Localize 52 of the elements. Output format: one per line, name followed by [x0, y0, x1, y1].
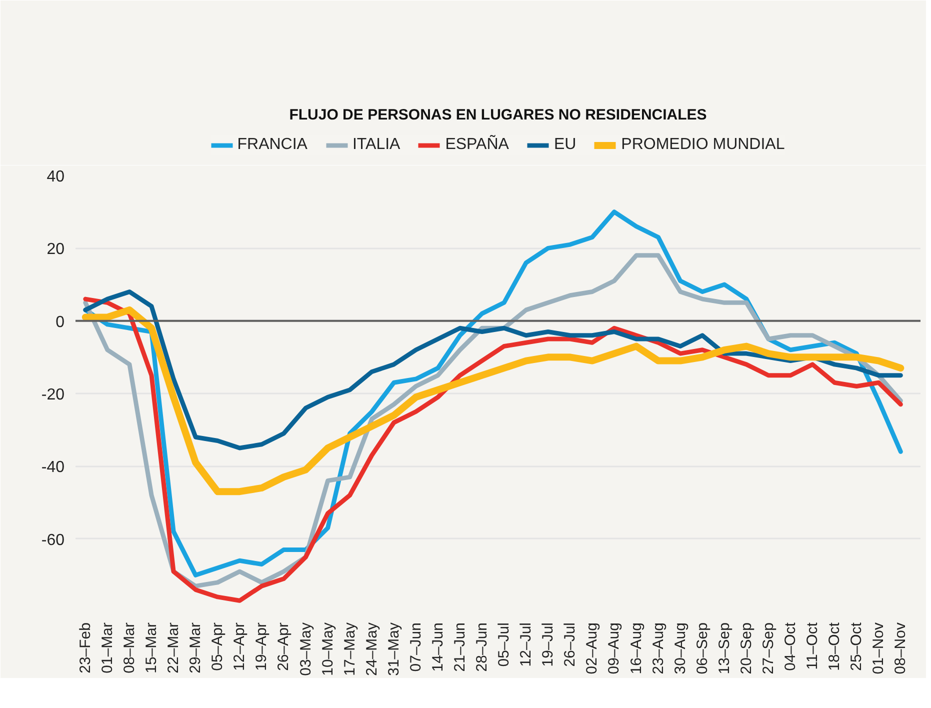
x-tick-label: 18–Oct: [826, 622, 844, 671]
x-tick-label: 14–Jun: [429, 622, 446, 672]
x-tick-label: 03–May: [297, 622, 314, 676]
x-tick-label: 21–Jun: [451, 622, 468, 672]
x-tick-label: 13–Sep: [716, 622, 733, 674]
x-tick-label: 23–Aug: [650, 622, 667, 674]
x-tick-label: 06–Sep: [694, 622, 711, 674]
y-tick-label: -40: [41, 459, 65, 476]
x-tick-label: 01–Mar: [98, 622, 116, 674]
x-tick-label: 17–May: [341, 622, 358, 676]
x-tick-label: 25–Oct: [848, 622, 866, 671]
x-tick-label: 26–Jul: [562, 622, 579, 667]
x-tick-label: 02–Aug: [584, 622, 601, 674]
x-tick-label: 05–Apr: [209, 622, 226, 671]
y-tick-label: -20: [41, 386, 65, 404]
legend-label: EU: [554, 136, 576, 154]
x-tick-label: 28–Jun: [474, 622, 491, 672]
x-tick-label: 12–Apr: [231, 622, 248, 671]
y-tick-label: 0: [56, 314, 65, 331]
x-tick-label: 05–Jul: [496, 622, 513, 667]
y-tick-label: 20: [46, 241, 65, 258]
x-tick-label: 11–Oct: [804, 622, 822, 670]
x-tick-label: 04–Oct: [782, 622, 799, 671]
legend-label: FRANCIA: [237, 136, 308, 154]
x-tick-label: 20–Sep: [738, 622, 755, 674]
y-tick-label: 40: [46, 168, 65, 186]
x-tick-label: 26–Apr: [275, 622, 292, 671]
x-tick-label: 30–Aug: [672, 622, 689, 674]
x-tick-label: 31–May: [385, 622, 402, 676]
x-tick-label: 23–Feb: [76, 622, 94, 674]
y-tick-label: -60: [41, 532, 65, 549]
x-tick-label: 16–Aug: [628, 622, 645, 674]
x-tick-label: 15–Mar: [143, 622, 160, 674]
x-tick-label: 19–Apr: [253, 622, 270, 671]
x-tick-label: 27–Sep: [760, 622, 777, 674]
chart-title: FLUJO DE PERSONAS EN LUGARES NO RESIDENCIALES: [289, 106, 707, 124]
x-tick-label: 29–Mar: [187, 622, 204, 674]
legend-label: ESPAÑA: [445, 136, 509, 154]
x-tick-label: 12–Jul: [518, 622, 535, 667]
line-series: [83, 296, 903, 603]
x-tick-label: 19–Jul: [540, 622, 557, 667]
x-tick-label: 24–May: [363, 622, 380, 676]
x-tick-label: 01–Nov: [870, 622, 888, 674]
x-tick-label: 08–Nov: [892, 622, 910, 674]
legend-label: ITALIA: [352, 136, 400, 154]
x-tick-label: 22–Mar: [165, 622, 182, 674]
x-tick-label: 10–May: [319, 622, 336, 676]
line-series: [83, 290, 903, 450]
legend-label: PROMEDIO MUNDIAL: [621, 136, 785, 154]
x-tick-label: 09–Aug: [606, 622, 623, 674]
x-tick-label: 08–Mar: [120, 622, 138, 674]
x-tick-label: 07–Jun: [407, 622, 424, 672]
